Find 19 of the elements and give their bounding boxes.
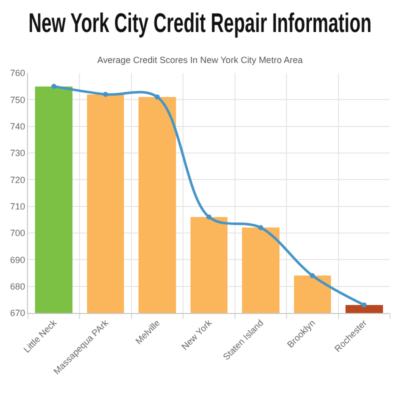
y-tick-label: 700 [10, 228, 26, 238]
y-tick-label: 690 [10, 254, 26, 265]
chart-title: New York City Credit Repair Information [28, 7, 372, 39]
point [258, 225, 264, 230]
point [310, 273, 315, 278]
point [51, 84, 56, 89]
y-tick-label: 750 [10, 94, 26, 105]
y-tick-label: 730 [10, 148, 26, 158]
y-tick-label: 720 [10, 174, 26, 185]
y-tick-label: 760 [10, 68, 26, 78]
y-tick-label: 710 [10, 201, 26, 212]
point [154, 94, 160, 100]
y-tick-label: 740 [10, 121, 26, 132]
chart-subtitle: Average Credit Scores In New York City Metro Area [97, 55, 303, 66]
point [206, 214, 212, 220]
y-tick-label: 680 [10, 281, 26, 292]
point [103, 92, 108, 97]
y-tick-label: 670 [10, 308, 26, 318]
point [362, 302, 367, 308]
